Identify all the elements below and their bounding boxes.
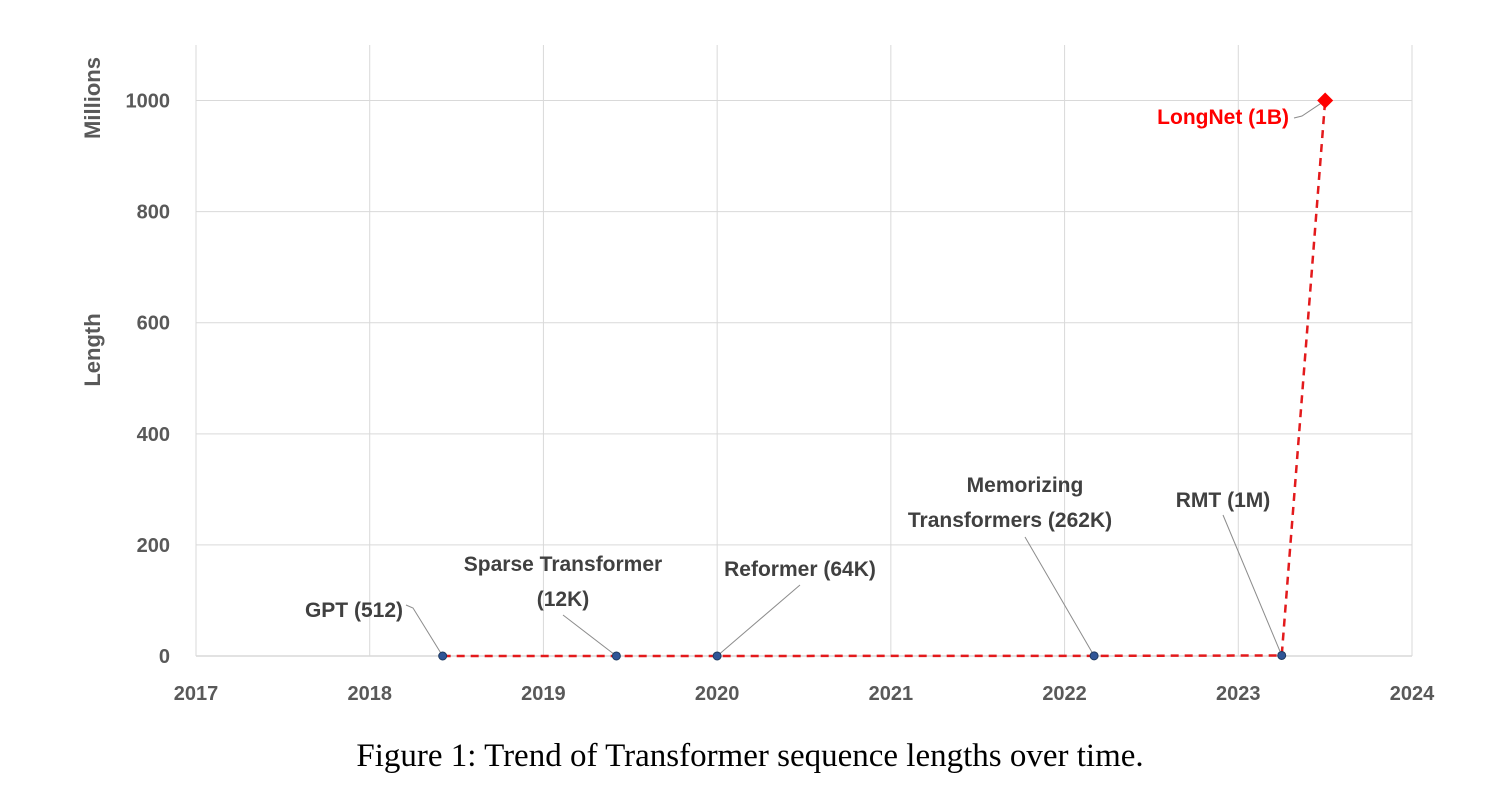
x-tick-label: 2020 bbox=[695, 683, 740, 705]
leader-line bbox=[1293, 100, 1326, 119]
y-tick-label: 400 bbox=[137, 424, 170, 446]
x-tick-label: 2021 bbox=[869, 683, 914, 705]
data-point-diamond bbox=[1317, 92, 1334, 109]
data-point bbox=[1089, 651, 1099, 661]
series-line-path bbox=[442, 100, 1327, 658]
y-tick-label: 200 bbox=[137, 535, 170, 557]
y-tick-label: 600 bbox=[137, 313, 170, 335]
y-axis-title: Length bbox=[80, 313, 105, 386]
leader-line bbox=[1024, 536, 1095, 657]
x-tick-label: 2023 bbox=[1216, 683, 1261, 705]
data-point-label: RMT (1M) bbox=[1176, 489, 1270, 512]
point-labels: GPT (512) Sparse Transformer (12K) Reformer… bbox=[305, 106, 1289, 622]
data-point bbox=[438, 651, 448, 661]
leader-line bbox=[1222, 514, 1283, 656]
data-point bbox=[611, 651, 621, 661]
y-tick-label: 800 bbox=[137, 202, 170, 224]
data-point-label: (12K) bbox=[537, 588, 590, 611]
axis-titles: Length Millions bbox=[80, 57, 105, 387]
x-tick-label: 2024 bbox=[1390, 683, 1435, 705]
leader-line bbox=[562, 614, 617, 657]
data-point-label: Memorizing bbox=[967, 474, 1084, 497]
data-point bbox=[1277, 650, 1287, 660]
data-point-label: Transformers (262K) bbox=[908, 509, 1112, 532]
x-tick-label: 2017 bbox=[174, 683, 219, 705]
y-axis-unit: Millions bbox=[80, 57, 105, 139]
x-tick-label: 2022 bbox=[1042, 683, 1087, 705]
x-tick-label: 2019 bbox=[521, 683, 566, 705]
data-point-label: GPT (512) bbox=[305, 599, 403, 622]
data-point-label: Sparse Transformer bbox=[464, 553, 662, 576]
data-point-label: Reformer (64K) bbox=[724, 558, 876, 581]
data-point bbox=[712, 651, 722, 661]
figure-caption: Figure 1: Trend of Transformer sequence … bbox=[356, 738, 1144, 774]
data-point-label: LongNet (1B) bbox=[1157, 106, 1289, 129]
leader-line bbox=[405, 604, 444, 657]
series-line bbox=[442, 100, 1327, 658]
x-tick-label: 2018 bbox=[347, 683, 392, 705]
y-tick-label: 0 bbox=[159, 646, 170, 668]
leader-line bbox=[716, 584, 801, 657]
axis-ticks: 2017 2018 2019 2020 2021 2022 2023 2024 0 200 400 6… bbox=[126, 91, 1436, 705]
data-points bbox=[438, 92, 1334, 661]
gridlines bbox=[195, 45, 1413, 657]
y-tick-label: 1000 bbox=[126, 91, 171, 113]
label-leaders bbox=[405, 100, 1326, 657]
